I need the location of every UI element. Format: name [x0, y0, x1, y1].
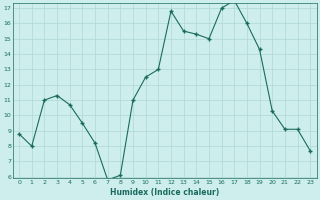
- X-axis label: Humidex (Indice chaleur): Humidex (Indice chaleur): [110, 188, 219, 197]
